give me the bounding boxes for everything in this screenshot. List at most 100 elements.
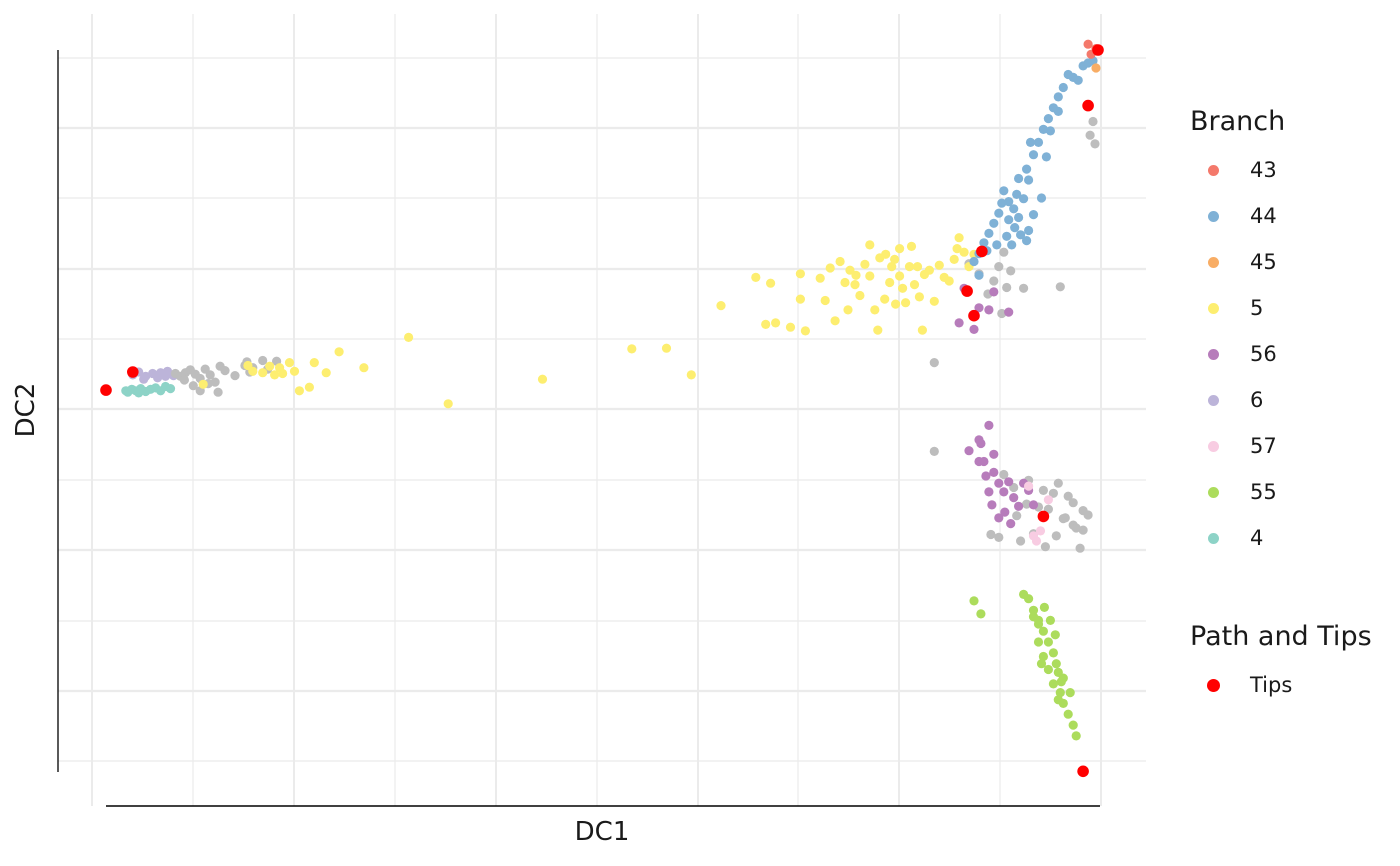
point-branch-55 xyxy=(1038,626,1048,636)
point-branch-56 xyxy=(1014,501,1024,511)
point-branch-55 xyxy=(1050,630,1060,640)
point-branch-path xyxy=(1048,488,1058,498)
point-branch-5 xyxy=(270,370,280,380)
point-branch-5 xyxy=(873,325,883,335)
point-branch-path xyxy=(258,355,268,366)
point-branch-56 xyxy=(987,500,997,510)
point-branch-55 xyxy=(1048,648,1058,658)
point-branch-path xyxy=(929,446,939,456)
point-branch-55 xyxy=(1028,612,1039,622)
legend-item-tips: Tips xyxy=(1190,662,1372,708)
legend-swatch xyxy=(1207,678,1220,692)
point-branch-56 xyxy=(969,324,979,334)
legend-label: 6 xyxy=(1250,388,1264,412)
axes xyxy=(57,50,1100,807)
point-branch-55 xyxy=(1048,679,1058,689)
point-branch-path xyxy=(986,529,996,540)
point-branch-55 xyxy=(1038,651,1048,662)
point-branch-44 xyxy=(1007,240,1017,250)
point-branch-5 xyxy=(929,296,939,306)
point-branch-5 xyxy=(934,260,944,270)
point-branch-55 xyxy=(1043,664,1053,675)
point-branch-56 xyxy=(994,478,1004,488)
point-branch-path xyxy=(1055,282,1065,292)
point-branch-55 xyxy=(1033,637,1044,647)
point-branch-44 xyxy=(1038,124,1048,134)
point-branch-5 xyxy=(686,370,696,380)
point-branch-5 xyxy=(771,318,781,328)
point-branch-44 xyxy=(1014,212,1024,223)
point-branch-56 xyxy=(1004,477,1014,487)
point-branch-6 xyxy=(153,373,163,383)
legend-item-57: 57 xyxy=(1190,423,1285,469)
point-branch-44 xyxy=(1073,75,1083,85)
point-branch-5 xyxy=(885,277,895,288)
point-branch-5 xyxy=(887,262,897,272)
point-branch-path xyxy=(1040,542,1050,552)
point-branch-path xyxy=(1090,139,1100,149)
legend-branch: Branch 43 44 45 5 56 6 57 55 4 xyxy=(1190,106,1285,561)
point-branch-44 xyxy=(1016,230,1026,240)
point-branch-6 xyxy=(139,374,149,384)
point-branch-44 xyxy=(1014,173,1024,184)
tip-point xyxy=(961,285,973,297)
point-branch-path xyxy=(1088,116,1098,127)
point-branch-55 xyxy=(1024,594,1034,604)
point-branch-5 xyxy=(952,244,962,254)
point-branch-45 xyxy=(1091,63,1101,73)
point-branch-5 xyxy=(800,326,811,336)
point-branch-5 xyxy=(294,386,304,396)
point-branch-44 xyxy=(974,270,984,280)
point-branch-5 xyxy=(880,294,890,304)
point-branch-5 xyxy=(959,247,969,257)
point-branch-5 xyxy=(843,305,853,315)
point-branch-path xyxy=(205,370,215,380)
point-branch-56 xyxy=(989,287,999,297)
point-branch-56 xyxy=(1006,519,1016,529)
point-branch-5 xyxy=(404,332,414,342)
point-branch-path xyxy=(989,276,999,286)
point-branch-57 xyxy=(1043,495,1053,505)
point-branch-44 xyxy=(1045,126,1055,136)
point-branch-path xyxy=(1022,499,1032,509)
point-branch-57 xyxy=(1024,481,1034,491)
legend-item-6: 6 xyxy=(1190,377,1285,423)
point-branch-5 xyxy=(785,322,796,332)
point-branch-44 xyxy=(1022,236,1032,246)
point-branch-5 xyxy=(891,299,901,309)
point-branch-56 xyxy=(984,305,994,315)
point-branch-56 xyxy=(954,318,964,328)
point-branch-5 xyxy=(881,249,891,259)
point-branch-path xyxy=(213,387,223,397)
point-branch-55 xyxy=(1036,659,1047,669)
point-branch-4 xyxy=(165,384,176,394)
point-branch-55 xyxy=(1058,673,1068,683)
point-branch-5 xyxy=(949,254,959,264)
point-branch-55 xyxy=(1043,637,1053,647)
point-branch-56 xyxy=(1009,493,1019,503)
point-branch-path xyxy=(220,366,230,376)
point-branch-5 xyxy=(901,298,911,308)
point-branch-path xyxy=(999,247,1009,257)
tip-point xyxy=(1077,765,1089,778)
point-branch-55 xyxy=(1063,709,1073,719)
point-branch-44 xyxy=(1004,215,1014,225)
point-branch-55 xyxy=(1055,688,1065,698)
point-branch-44 xyxy=(1004,197,1014,207)
legend-swatch xyxy=(1208,302,1219,314)
point-branch-5 xyxy=(895,271,905,281)
point-branch-path xyxy=(1083,510,1093,520)
point-branch-5 xyxy=(751,272,761,282)
point-branch-5 xyxy=(840,277,850,288)
point-branch-5 xyxy=(895,244,905,254)
legend-swatch xyxy=(1208,210,1219,222)
point-branch-path xyxy=(179,375,189,385)
point-branch-55 xyxy=(1039,602,1049,613)
point-branch-44 xyxy=(1024,175,1034,185)
point-branch-56 xyxy=(1000,507,1010,517)
point-branch-5 xyxy=(761,319,771,329)
point-branch-44 xyxy=(969,256,979,267)
point-branch-5 xyxy=(825,263,835,273)
point-branch-44 xyxy=(1028,150,1039,160)
legend-item-44: 44 xyxy=(1190,193,1285,239)
